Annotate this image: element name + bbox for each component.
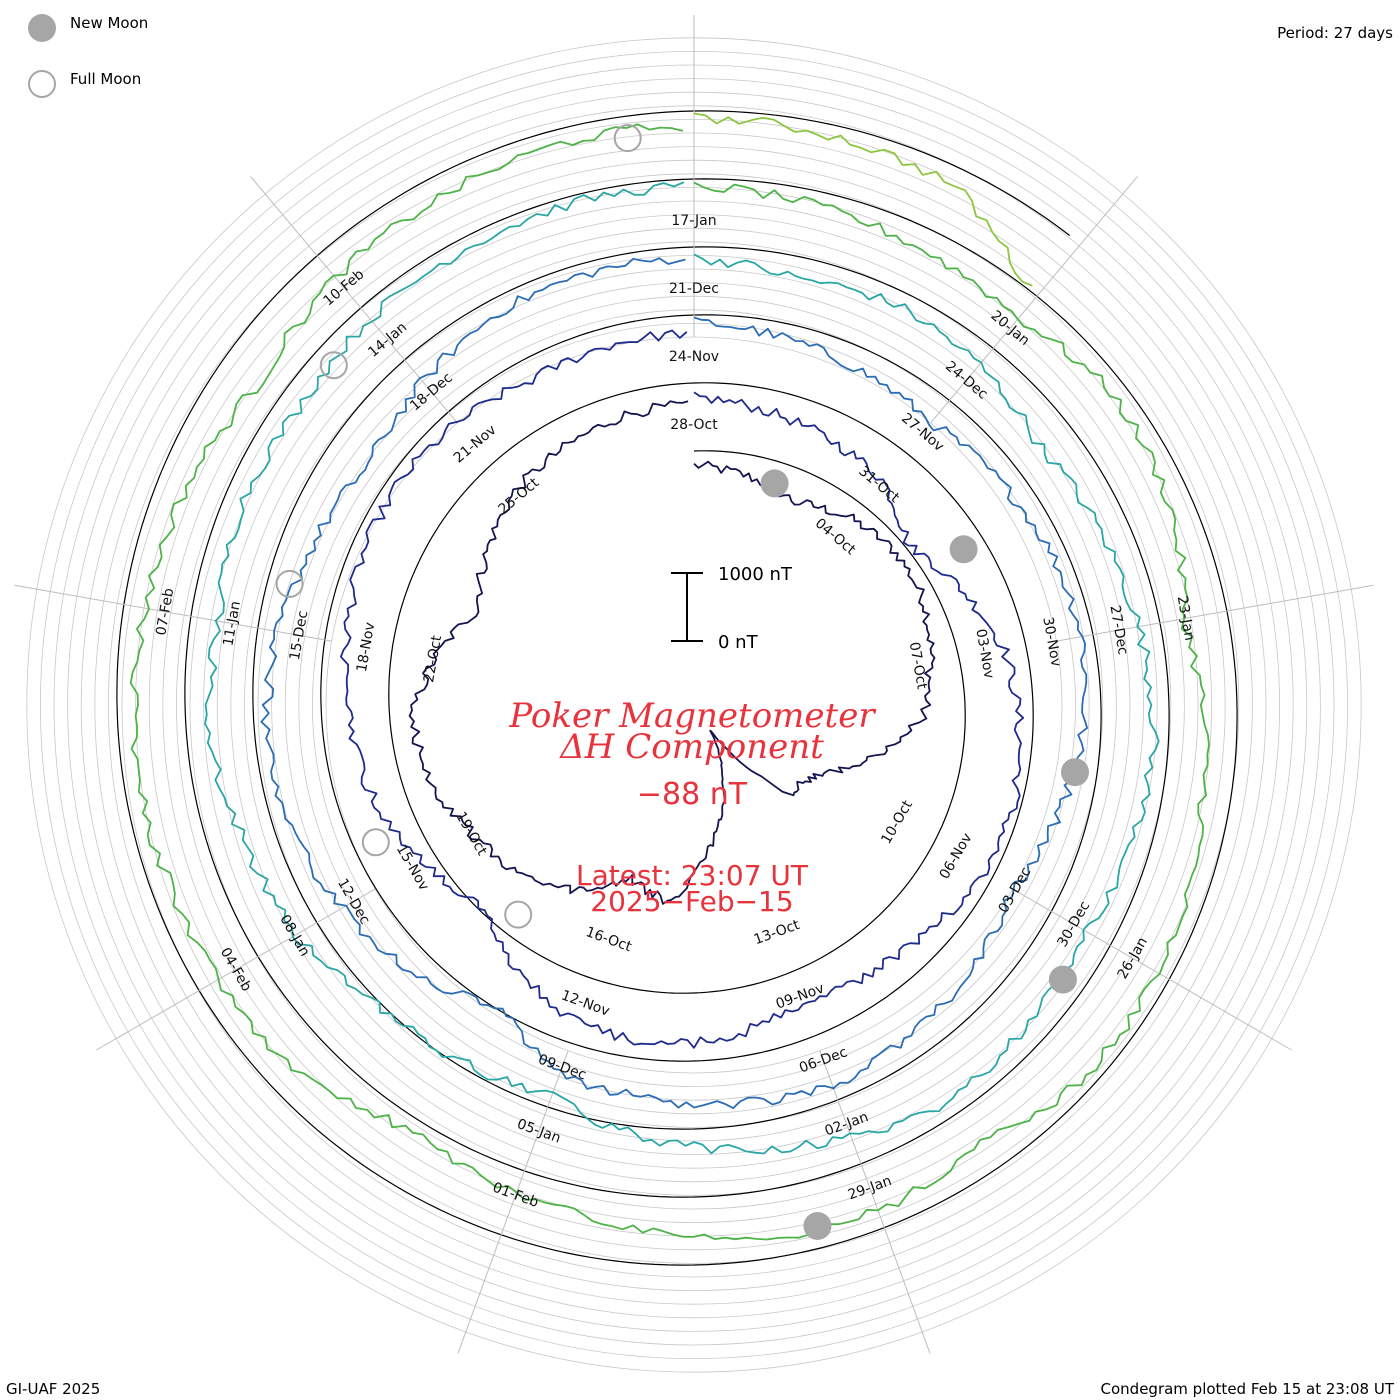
scale-bar: 1000 nT 0 nT — [671, 564, 793, 653]
date-label: 21-Nov — [451, 422, 500, 467]
date-label: 15-Dec — [287, 609, 311, 661]
legend-full-moon-label: Full Moon — [70, 70, 141, 88]
new-moon-marker — [803, 1212, 832, 1240]
date-label: 10-Oct — [878, 797, 916, 847]
scale-top-label: 1000 nT — [718, 564, 793, 585]
period-label: Period: 27 days — [1277, 24, 1393, 42]
date-label: 18-Nov — [354, 621, 378, 673]
spoke-line — [96, 888, 376, 1051]
full-moon-marker — [319, 351, 348, 380]
date-label: 08-Jan — [276, 912, 312, 959]
date-label: 12-Nov — [559, 987, 612, 1019]
moon-layer — [275, 124, 1089, 1240]
date-label: 05-Jan — [515, 1116, 563, 1147]
full-moon-marker — [275, 569, 304, 598]
series-line-3 — [260, 257, 1088, 1109]
date-label: 16-Oct — [584, 924, 635, 955]
date-label: 17-Jan — [671, 213, 716, 229]
chart-title-line2: ΔH Component — [558, 727, 824, 767]
legend: New Moon Full Moon — [28, 14, 148, 98]
spoke-layer — [14, 15, 1374, 1354]
series-line-2 — [340, 329, 1025, 1049]
new-moon-marker — [949, 535, 978, 564]
date-label: 03-Nov — [972, 628, 996, 680]
series-line-5 — [129, 123, 1210, 1241]
full-moon-marker — [504, 900, 533, 929]
plotted-label: Condegram plotted Feb 15 at 23:08 UT — [1101, 1380, 1395, 1398]
new-moon-marker — [1061, 758, 1089, 787]
date-label: 07-Feb — [153, 587, 177, 637]
new-moon-icon — [28, 14, 56, 42]
date-label: 22-Oct — [421, 634, 445, 684]
series-line-6 — [693, 112, 1033, 287]
new-moon-marker — [1048, 965, 1077, 994]
ring-layer — [116, 110, 1238, 1266]
spoke-line — [1012, 888, 1292, 1051]
date-label: 10-Feb — [321, 266, 368, 309]
date-label: 28-Oct — [670, 417, 718, 433]
legend-new-moon-label: New Moon — [70, 14, 148, 32]
date-label: 03-Dec — [996, 865, 1035, 916]
date-label: 01-Feb — [490, 1180, 540, 1211]
date-label: 21-Dec — [669, 281, 719, 297]
date-label: 24-Nov — [669, 349, 719, 365]
date-label: 19-Oct — [452, 809, 490, 859]
date-label: 20-Jan — [988, 308, 1033, 349]
date-label: 11-Jan — [220, 600, 244, 647]
date-label: 09-Dec — [536, 1051, 588, 1083]
latest-time: Latest: 23:07 UT — [576, 859, 809, 892]
date-label: 23-Jan — [1174, 595, 1198, 642]
date-label: 06-Nov — [937, 831, 976, 882]
latest-date: 2025−Feb−15 — [590, 885, 793, 918]
series-line-1 — [408, 400, 936, 905]
series-layer — [129, 112, 1210, 1241]
spoke-line — [250, 176, 458, 424]
chart-title-line1: Poker Magnetometer — [508, 696, 876, 736]
spoke-line — [819, 1050, 931, 1354]
full-moon-marker — [361, 828, 390, 857]
date-label: 31-Oct — [855, 463, 902, 506]
date-label: 14-Jan — [365, 319, 410, 360]
spoke-line — [930, 176, 1138, 424]
date-label: 04-Oct — [812, 515, 859, 558]
spoke-line — [457, 1050, 569, 1354]
date-label: 25-Oct — [496, 475, 543, 518]
full-moon-icon — [28, 70, 56, 98]
spoke-line — [1056, 584, 1374, 642]
series-line-4 — [204, 181, 1160, 1155]
scale-bottom-label: 0 nT — [718, 632, 759, 653]
full-moon-marker — [613, 124, 642, 153]
credit-label: GI-UAF 2025 — [6, 1380, 100, 1398]
baseline-spiral — [116, 110, 1238, 1266]
spoke-line — [14, 584, 332, 642]
date-label: 07-Oct — [906, 641, 930, 691]
new-moon-marker — [760, 469, 789, 498]
current-value: −88 nT — [637, 777, 748, 812]
date-label: 30-Nov — [1039, 616, 1063, 668]
date-label: 13-Oct — [752, 917, 803, 948]
